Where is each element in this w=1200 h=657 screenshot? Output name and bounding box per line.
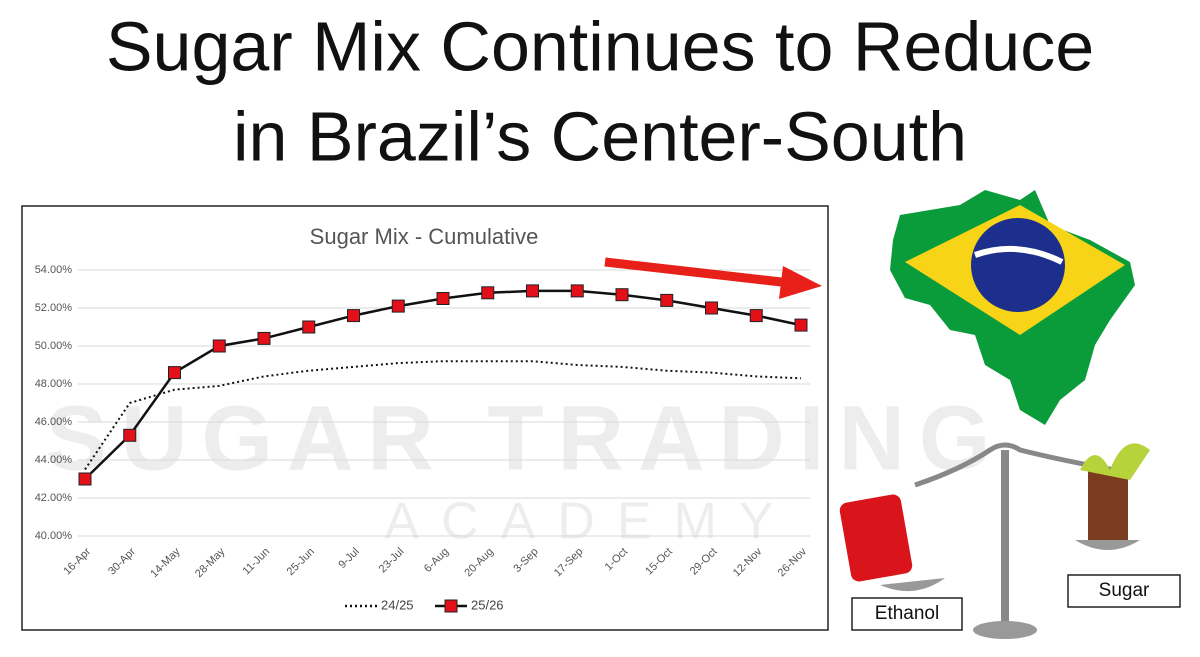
marker bbox=[123, 428, 137, 442]
y-tick-label: 42.00% bbox=[35, 492, 73, 504]
y-tick-label: 40.00% bbox=[35, 530, 73, 542]
y-tick-label: 54.00% bbox=[35, 264, 73, 276]
marker bbox=[570, 284, 584, 298]
x-tick-label: 9-Jul bbox=[336, 546, 361, 571]
scale-label: Sugar bbox=[1099, 580, 1150, 601]
x-tick-label: 28-May bbox=[193, 545, 228, 580]
y-tick-label: 44.00% bbox=[35, 454, 73, 466]
brazil-map bbox=[890, 190, 1135, 425]
arrow bbox=[604, 257, 822, 299]
marker bbox=[660, 293, 674, 307]
x-tick-label: 30-Apr bbox=[106, 545, 138, 577]
marker bbox=[481, 286, 495, 300]
headline: in Brazil’s Center-South bbox=[233, 97, 967, 175]
scale-illustration: Ethanol Sugar bbox=[839, 442, 1181, 639]
marker bbox=[749, 309, 763, 323]
legend-label: 24/25 bbox=[381, 597, 414, 612]
chart-frame bbox=[21, 205, 829, 631]
legend-swatch bbox=[444, 599, 458, 613]
marker bbox=[615, 288, 629, 302]
legend-label: 25/26 bbox=[471, 597, 504, 612]
watermark: ACADEMY bbox=[384, 493, 795, 551]
marker bbox=[347, 309, 360, 323]
y-tick-label: 48.00% bbox=[35, 378, 73, 390]
x-tick-label: 16-Apr bbox=[61, 545, 93, 577]
headline: Sugar Mix Continues to Reduce bbox=[106, 7, 1094, 85]
marker bbox=[794, 318, 808, 332]
x-tick-label: 14-May bbox=[148, 545, 183, 580]
x-tick-label: 11-Jun bbox=[240, 546, 272, 578]
marker bbox=[257, 331, 271, 345]
watermark: SUGAR TRADING bbox=[46, 387, 1005, 489]
marker bbox=[78, 472, 92, 486]
x-tick-label: 25-Jun bbox=[285, 546, 317, 578]
marker bbox=[168, 366, 181, 380]
y-tick-label: 52.00% bbox=[35, 302, 73, 314]
marker bbox=[526, 284, 539, 298]
marker bbox=[302, 320, 316, 334]
marker bbox=[436, 292, 450, 305]
marker bbox=[705, 301, 718, 315]
marker bbox=[391, 299, 405, 313]
y-tick-label: 50.00% bbox=[35, 340, 73, 352]
chart-title: Sugar Mix - Cumulative bbox=[310, 224, 539, 249]
series-line bbox=[84, 360, 802, 471]
scale-label: Ethanol bbox=[875, 603, 939, 624]
marker bbox=[212, 339, 226, 353]
y-tick-label: 46.00% bbox=[35, 416, 73, 428]
